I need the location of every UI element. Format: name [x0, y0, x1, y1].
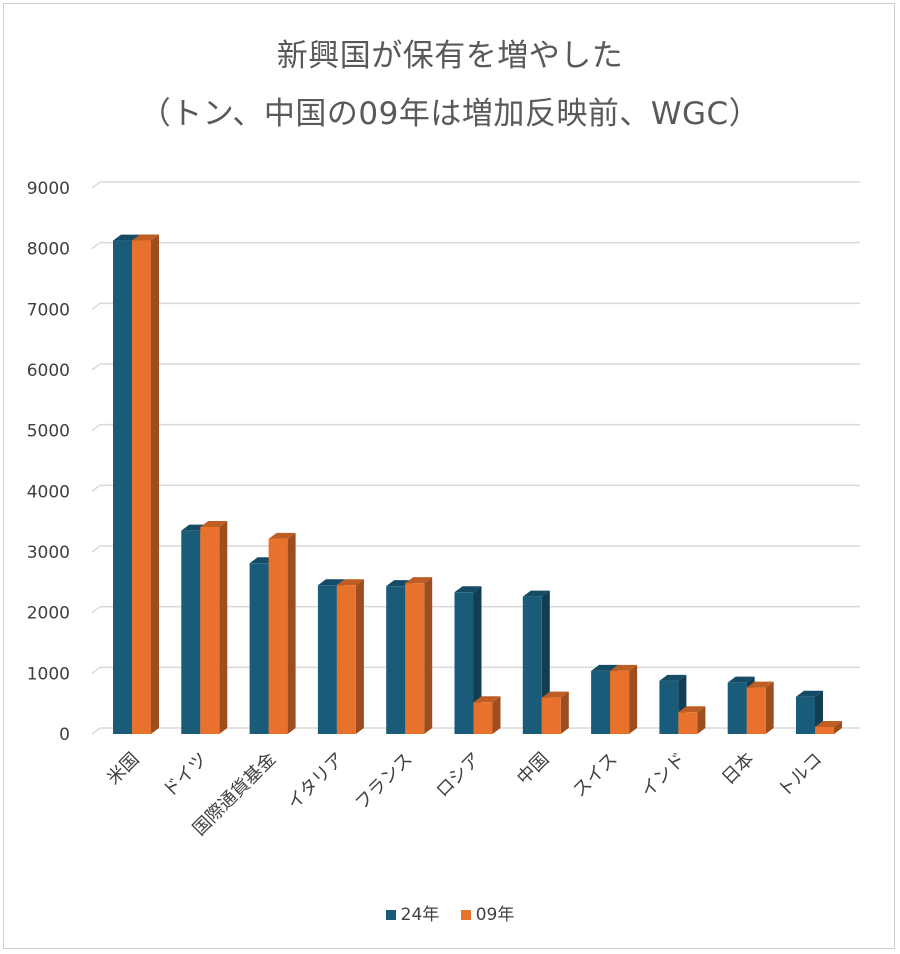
x-tick-label: ロシア: [432, 749, 485, 802]
gridline-depth: [91, 302, 101, 310]
bar: [132, 240, 151, 734]
bar-top: [659, 674, 687, 681]
bar: [727, 682, 747, 734]
x-tick-label: フランス: [351, 749, 417, 815]
bar-top: [727, 676, 755, 683]
bar: [678, 712, 698, 734]
y-tick-label: 3000: [27, 543, 70, 563]
legend-label-09: 09年: [475, 905, 515, 925]
bar-top: [405, 577, 433, 584]
gridline-depth: [91, 363, 101, 371]
x-tick-label: インド: [637, 749, 690, 802]
legend-label-24: 24年: [400, 905, 440, 925]
bar: [591, 670, 611, 734]
gridline-depth: [91, 606, 101, 614]
bar: [249, 563, 269, 734]
y-tick-label: 4000: [27, 482, 70, 502]
x-tick-label: 米国: [103, 749, 143, 789]
gridline-depth: [91, 242, 101, 250]
bar-top: [610, 664, 638, 671]
bar: [113, 240, 132, 734]
bar: [522, 596, 542, 734]
bar-side: [492, 696, 501, 734]
bar: [454, 592, 474, 734]
gridline-depth: [91, 484, 101, 492]
bar: [268, 538, 288, 734]
x-tick-label: トルコ: [774, 749, 827, 802]
gridline-depth: [91, 424, 101, 432]
bar: [181, 530, 201, 734]
bar: [317, 585, 337, 734]
bar-top: [678, 706, 706, 713]
bar-top: [132, 234, 159, 241]
bar-top: [815, 720, 842, 727]
y-tick-label: 9000: [27, 179, 70, 199]
bar-top: [268, 532, 296, 539]
bar: [796, 696, 815, 734]
x-tick-label: スイス: [569, 749, 622, 802]
bar: [473, 702, 493, 734]
bar: [336, 585, 356, 734]
x-tick-label: 中国: [513, 749, 553, 789]
gridline-depth: [91, 181, 101, 189]
bar: [541, 697, 561, 734]
chart-subtitle: （トン、中国の09年は増加反映前、WGC）: [139, 96, 761, 132]
bar-side: [629, 664, 638, 734]
chart-legend: 24年 09年: [0, 900, 900, 925]
bar-top: [200, 521, 228, 528]
legend-swatch-24: [385, 910, 396, 920]
x-tick-label: ドイツ: [159, 749, 212, 802]
legend-item-09: 09年: [460, 900, 515, 925]
bar: [610, 670, 630, 734]
legend-item-24: 24年: [385, 900, 440, 925]
y-tick-label: 0: [59, 725, 70, 745]
bar-top: [746, 681, 774, 688]
bar-top: [796, 690, 823, 697]
bar: [746, 687, 766, 734]
bar: [815, 726, 834, 734]
bar: [405, 583, 425, 734]
y-tick-label: 8000: [27, 240, 70, 260]
y-tick-label: 6000: [27, 361, 70, 381]
bar: [200, 527, 220, 734]
gridline-depth: [91, 727, 101, 735]
bar-side: [219, 521, 228, 734]
bar-top: [541, 691, 569, 698]
bar-top: [113, 234, 140, 241]
x-tick-label: 日本: [718, 749, 758, 789]
bar-top: [522, 590, 550, 597]
bar-top: [591, 664, 619, 671]
gridline-depth: [91, 666, 101, 674]
bar-side: [697, 706, 706, 734]
bar-top: [454, 586, 482, 593]
bar-top: [336, 579, 364, 586]
bar-side: [151, 234, 159, 734]
bar-side: [560, 691, 569, 734]
y-tick-label: 7000: [27, 300, 70, 320]
bar-side: [355, 579, 364, 734]
bar-side: [765, 681, 774, 734]
bar-top: [473, 696, 501, 703]
gridline-depth: [91, 545, 101, 553]
bar-top: [317, 579, 345, 586]
bar: [386, 586, 406, 734]
y-tick-label: 1000: [27, 664, 70, 684]
bar: [659, 680, 679, 734]
bar-side: [424, 577, 433, 734]
bar-side: [834, 720, 842, 734]
chart-title: 新興国が保有を増やした: [276, 38, 624, 74]
legend-swatch-09: [460, 910, 471, 920]
y-tick-label: 2000: [27, 604, 70, 624]
x-tick-label: イタリア: [283, 749, 348, 814]
bar-side: [473, 586, 482, 734]
bar-side: [287, 532, 296, 734]
y-tick-label: 5000: [27, 422, 70, 442]
